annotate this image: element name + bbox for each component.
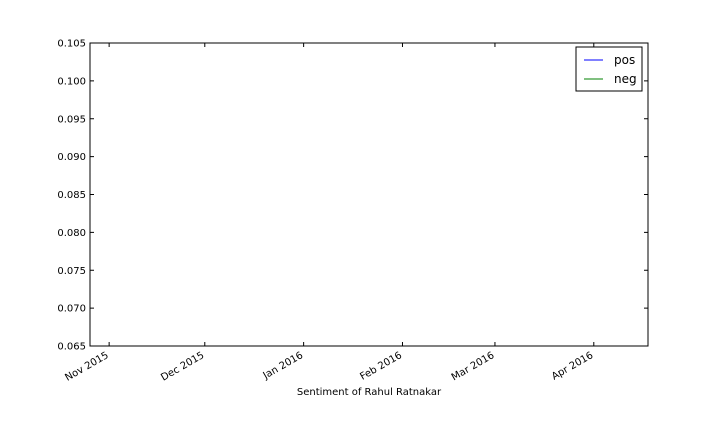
plot-frame — [89, 42, 649, 347]
y-tick-label: 0.065 — [57, 342, 86, 353]
legend-neg-label: neg — [614, 72, 637, 86]
x-tick-label: Dec 2015 — [159, 350, 206, 384]
y-tick-label: 0.080 — [57, 228, 86, 239]
y-tick-label: 0.075 — [57, 266, 86, 277]
x-tick-label: Nov 2015 — [63, 350, 110, 384]
x-axis-label: Sentiment of Rahul Ratnakar — [297, 387, 442, 398]
y-tick-label: 0.105 — [57, 39, 86, 50]
plot-area — [90, 43, 648, 346]
y-tick-label: 0.085 — [57, 190, 86, 201]
y-axis: 0.065 0.070 0.075 0.080 0.085 0.090 0.095 0.100… — [57, 39, 648, 353]
y-tick-label: 0.095 — [57, 114, 86, 125]
x-tick-label: Mar 2016 — [450, 350, 497, 383]
x-tick-label: Jan 2016 — [261, 350, 306, 382]
y-tick-label: 0.090 — [57, 152, 86, 163]
x-tick-label: Apr 2016 — [550, 350, 595, 382]
x-tick-label: Feb 2016 — [358, 350, 404, 383]
legend-pos-label: pos — [614, 53, 635, 67]
legend-box — [575, 46, 643, 92]
y-tick-label: 0.070 — [57, 304, 86, 315]
y-tick-label: 0.100 — [57, 76, 86, 87]
legend: pos neg — [575, 46, 643, 92]
